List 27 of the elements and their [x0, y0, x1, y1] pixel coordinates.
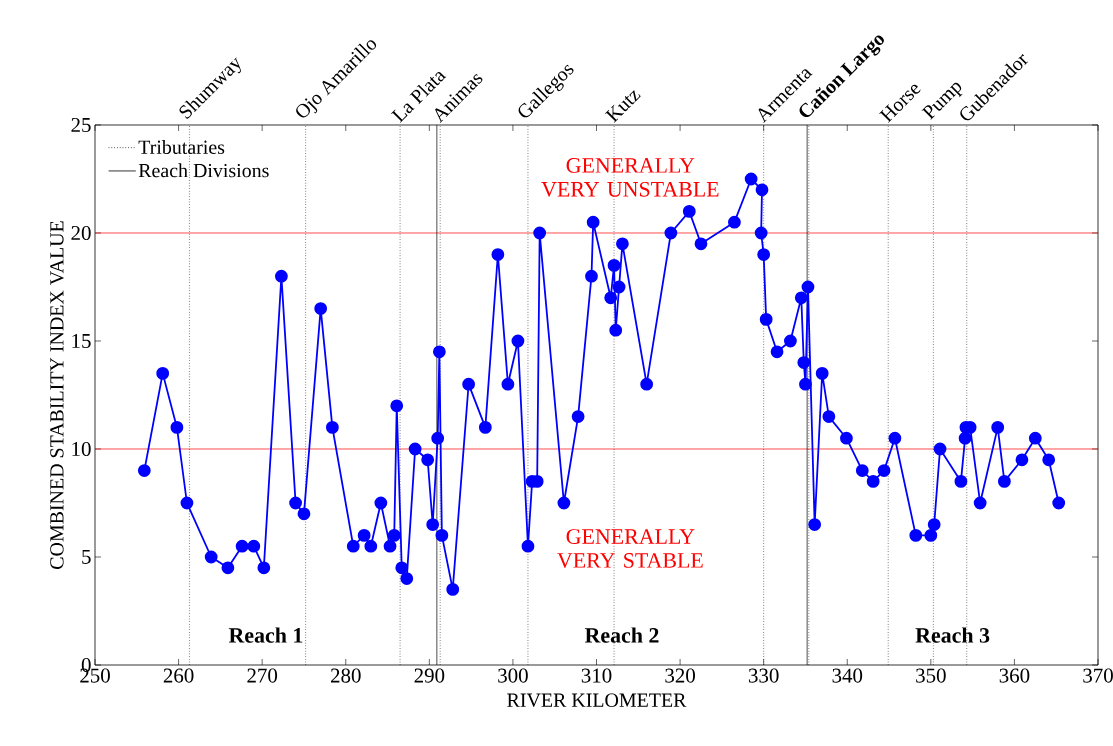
- y-tick-label: 25: [71, 117, 91, 133]
- annotation: Tributaries: [138, 139, 225, 154]
- y-tick-label: 20: [71, 225, 91, 241]
- annotation: GENERALLY VERY UNSTABLE: [541, 158, 719, 197]
- annotation: Reach 3: [915, 627, 990, 643]
- annotation: GENERALLY VERY STABLE: [557, 529, 703, 568]
- x-tick-label: 340: [832, 668, 863, 683]
- x-tick-label: 320: [665, 668, 695, 683]
- x-tick-label: 270: [247, 668, 278, 683]
- x-tick-label: 360: [999, 668, 1030, 683]
- y-axis-title: COMBINED STABILITY INDEX VALUE: [50, 221, 64, 569]
- x-tick-label: 370: [1083, 668, 1113, 683]
- x-tick-label: 280: [330, 668, 361, 683]
- y-tick-label: 15: [72, 333, 91, 348]
- annotation: Reach 2: [584, 627, 659, 643]
- x-axis-title: RIVER KILOMETER: [507, 693, 687, 707]
- annotation: Reach 1: [228, 627, 303, 643]
- y-tick-label: 5: [82, 550, 91, 564]
- x-tick-label: 330: [748, 668, 779, 683]
- x-tick-label: 350: [916, 668, 946, 683]
- x-tick-label: 300: [498, 668, 528, 683]
- ref-line-label: Kutz: [605, 90, 641, 123]
- y-tick-label: 10: [72, 441, 91, 457]
- x-tick-label: 290: [414, 668, 445, 683]
- x-tick-label: 310: [581, 668, 612, 683]
- x-tick-label: 260: [163, 668, 194, 683]
- annotation: Reach Divisions: [138, 163, 269, 178]
